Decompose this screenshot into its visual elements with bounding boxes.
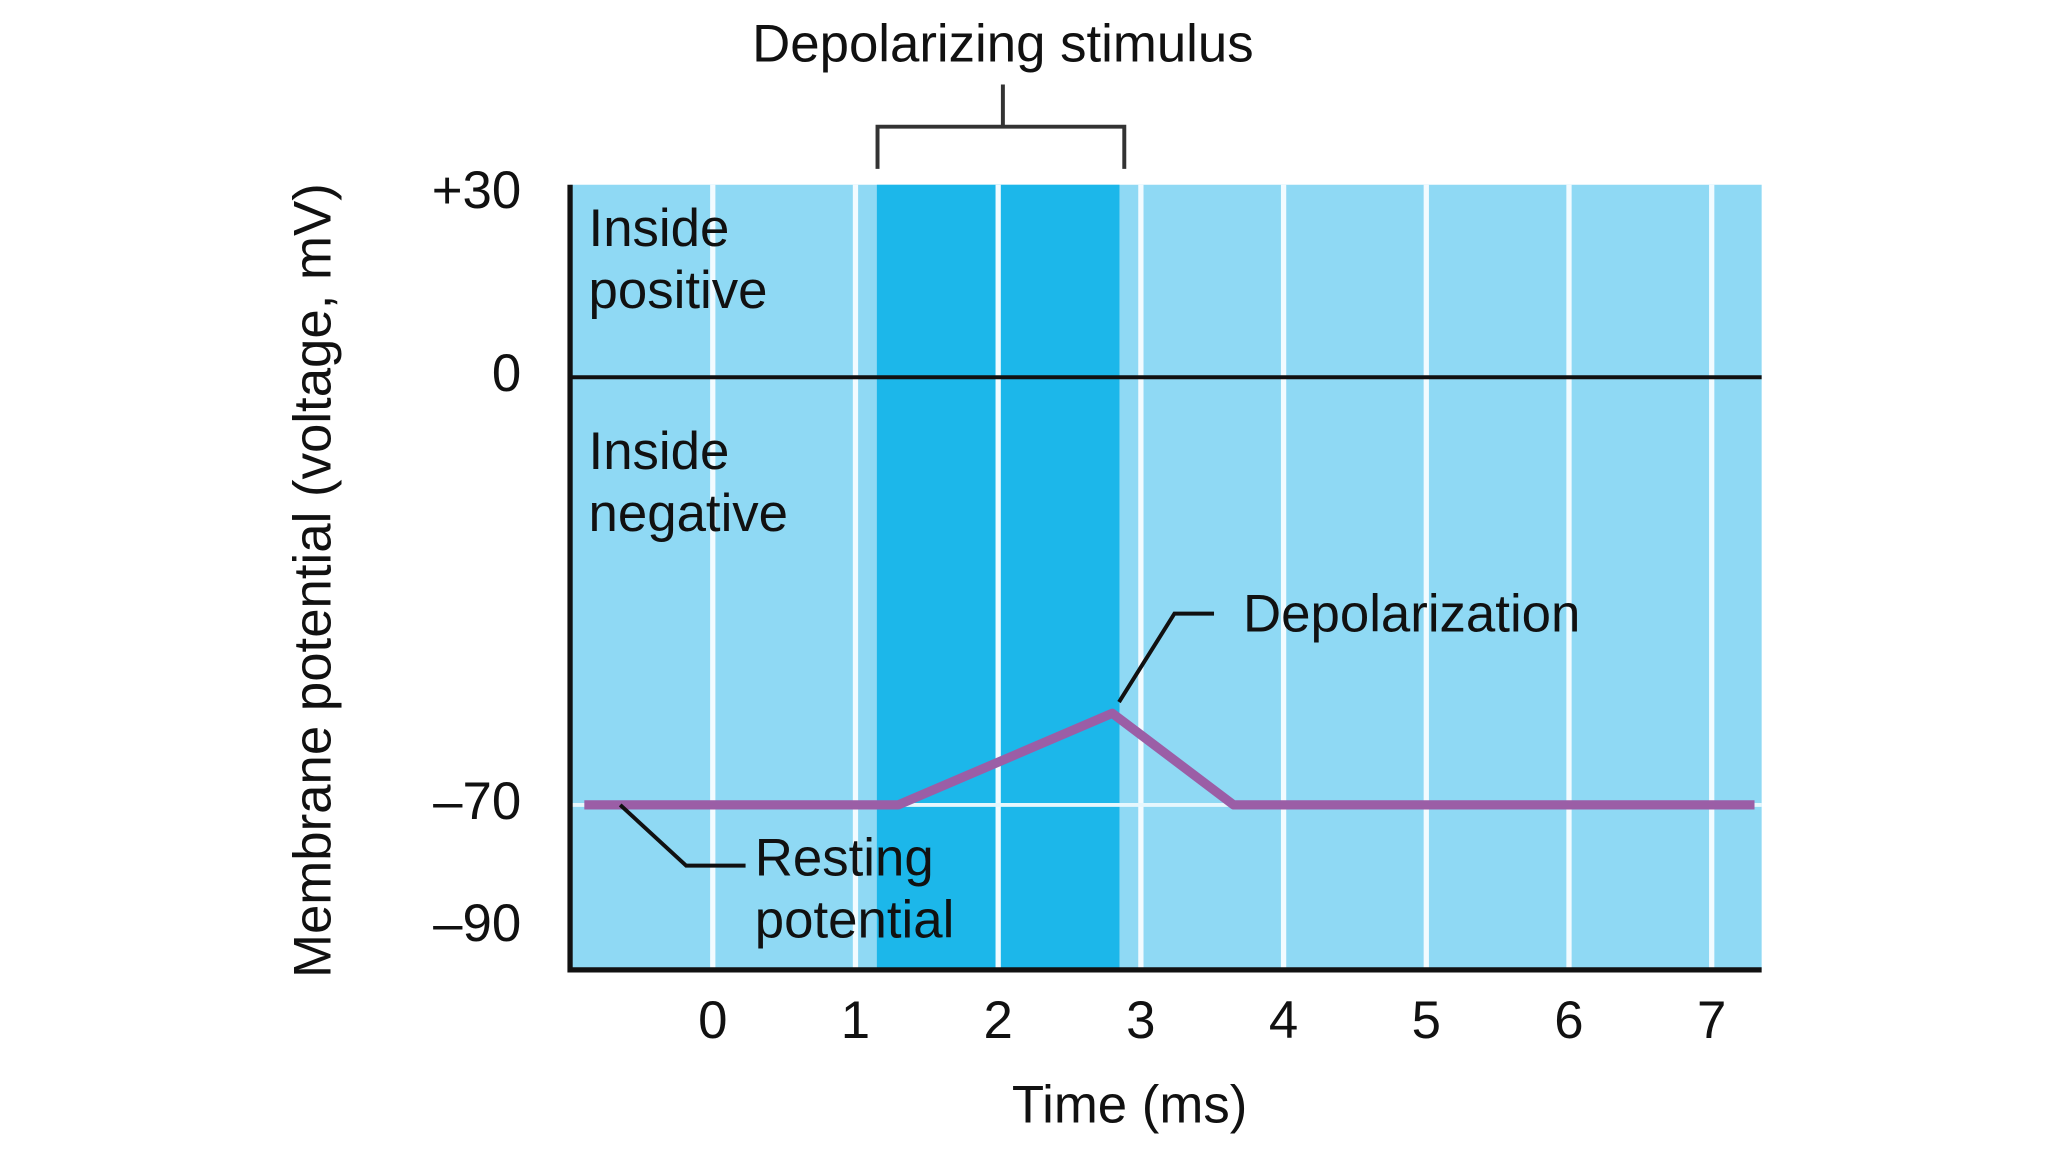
annotation: positive (589, 261, 768, 320)
annotation: Inside (589, 199, 730, 258)
y-tick-label: –90 (433, 894, 521, 953)
x-tick-label: 3 (1126, 991, 1155, 1050)
x-axis-label: Time (ms) (1012, 1075, 1247, 1134)
x-tick-label: 1 (841, 991, 870, 1050)
annotation: Depolarization (1243, 585, 1580, 644)
annotation: Inside (589, 422, 730, 481)
y-tick-label: –70 (433, 772, 521, 831)
plot-background (570, 184, 1762, 970)
stimulus-bracket (875, 84, 1127, 169)
x-tick-label: 4 (1269, 991, 1298, 1050)
leader-line (618, 803, 746, 868)
y-tick-label: 0 (492, 344, 521, 403)
leader-line (1117, 611, 1215, 704)
x-tick-label: 0 (698, 991, 727, 1050)
y-axis-label: Membrane potential (voltage, mV) (284, 183, 343, 978)
x-tick-label: 2 (983, 991, 1012, 1050)
axes (567, 184, 1762, 973)
data-line (584, 708, 1755, 810)
x-tick-label: 5 (1412, 991, 1441, 1050)
y-tick-label: +30 (432, 161, 522, 220)
annotation: Resting (755, 829, 934, 888)
annotation: negative (589, 484, 789, 543)
stimulus-label: Depolarizing stimulus (752, 14, 1253, 73)
annotation: potential (755, 891, 955, 950)
x-tick-label: 7 (1697, 991, 1726, 1050)
x-tick-label: 6 (1554, 991, 1583, 1050)
